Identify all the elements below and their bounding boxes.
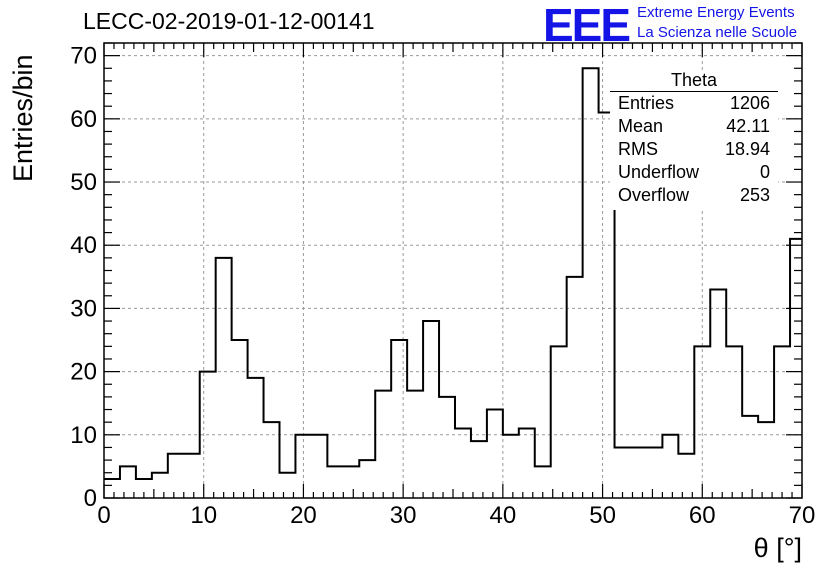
eee-logo: EEE — [543, 0, 631, 51]
stats-label: RMS — [618, 139, 658, 159]
stats-row-overflow: Overflow 253 — [610, 184, 778, 207]
y-axis-label: Entries/bin — [8, 54, 38, 182]
stats-title: Theta — [610, 70, 778, 92]
stats-row-rms: RMS 18.94 — [610, 138, 778, 161]
stats-label: Underflow — [618, 162, 700, 182]
stats-label: Mean — [618, 116, 664, 136]
y-tick-label: 60 — [70, 106, 97, 133]
x-tick-label: 20 — [290, 502, 317, 529]
stats-row-underflow: Underflow 0 — [610, 161, 778, 184]
stats-value: 18.94 — [724, 139, 770, 159]
x-tick-label: 60 — [689, 502, 716, 529]
stats-box: Theta Entries 1206 Mean 42.11 RMS 18.94 … — [610, 70, 778, 210]
x-tick-label: 30 — [390, 502, 417, 529]
stats-row-mean: Mean 42.11 — [610, 115, 778, 138]
stats-value: 253 — [739, 185, 770, 205]
logo-line-2: La Scienza nelle Scuole — [637, 24, 798, 41]
axis-tick-labels: 0 10 20 30 40 50 60 70 0 10 20 30 40 50 60 70 — [70, 43, 815, 529]
stats-label: Entries — [618, 93, 675, 113]
y-tick-label: 40 — [70, 232, 97, 259]
stats-label: Overflow — [618, 185, 690, 205]
y-tick-label: 50 — [70, 169, 97, 196]
y-tick-label: 20 — [70, 359, 97, 386]
x-tick-label: 0 — [97, 502, 110, 529]
x-tick-label: 70 — [789, 502, 816, 529]
stats-row-entries: Entries 1206 — [610, 92, 778, 115]
axis-ticks — [103, 42, 803, 499]
chart-title: LECC-02-2019-01-12-00141 — [83, 8, 375, 34]
y-tick-label: 70 — [70, 43, 97, 70]
x-tick-label: 40 — [490, 502, 517, 529]
histogram-series-line — [104, 67, 802, 481]
stats-value: 42.11 — [726, 116, 770, 136]
stats-value: 1206 — [729, 93, 770, 113]
x-axis-label: θ [°] — [753, 533, 802, 563]
y-tick-label: 0 — [84, 485, 97, 512]
x-tick-label: 50 — [589, 502, 616, 529]
y-tick-label: 30 — [70, 295, 97, 322]
y-tick-label: 10 — [70, 422, 97, 449]
x-tick-label: 10 — [190, 502, 217, 529]
logo-line-1: Extreme Energy Events — [637, 4, 795, 21]
stats-value: 0 — [759, 162, 770, 182]
